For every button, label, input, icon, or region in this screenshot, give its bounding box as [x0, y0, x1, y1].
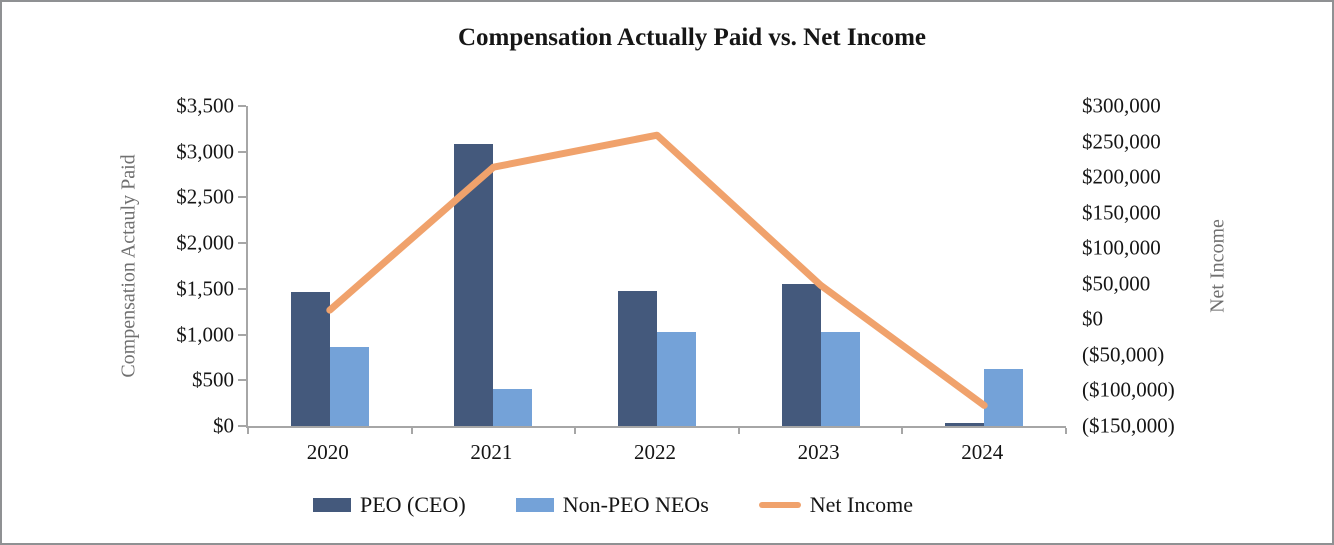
plot-area: [238, 105, 1067, 434]
left-axis-tick: [238, 333, 246, 336]
x-axis-tick: [901, 428, 904, 434]
left-axis-tick-label: $1,000: [176, 322, 234, 347]
legend-swatch-bar: [515, 498, 554, 512]
x-axis-tick: [737, 428, 740, 434]
x-axis-tick-label: 2024: [961, 440, 1004, 464]
left-axis-tick: [238, 242, 246, 245]
x-axis-tick-label: 2021: [470, 440, 513, 464]
legend-swatch-line: [758, 502, 801, 508]
left-axis-tick: [238, 379, 246, 382]
left-axis-tick-label: $3,500: [176, 93, 234, 118]
legend-item-net-income: Net Income: [758, 492, 913, 518]
x-axis-tick: [574, 428, 577, 434]
x-axis-tick-label: 2023: [797, 440, 840, 464]
left-axis-tick: [238, 196, 246, 199]
x-axis-tick: [247, 428, 249, 434]
left-axis-tick: [238, 105, 246, 107]
right-axis-tick-label: ($50,000): [1082, 342, 1165, 367]
left-axis-tick-label: $0: [213, 413, 234, 438]
right-axis-tick-label: $250,000: [1082, 129, 1161, 154]
right-axis-tick-labels: $300,000 $250,000 $200,000 $150,000 $100,000…: [1082, 94, 1282, 438]
left-axis-tick-label: $2,500: [176, 184, 234, 209]
bar-non-peo-neos-2023: [820, 331, 860, 426]
legend-label: Net Income: [809, 492, 913, 517]
x-axis-tick: [410, 428, 413, 434]
left-axis-tick-labels: $3,500 $3,000 $2,500 $2,000 $1,500 $1,000 $500…: [2, 94, 246, 438]
chart-title: Compensation Actually Paid vs. Net Incom…: [457, 24, 927, 51]
right-axis-tick-label: $150,000: [1082, 200, 1161, 225]
left-axis-tick-label: $3,000: [176, 139, 234, 164]
left-axis-tick-label: $500: [192, 367, 234, 392]
right-axis-tick-label: $50,000: [1082, 271, 1151, 296]
left-axis-tick: [238, 425, 246, 427]
bar-non-peo-neos-2021: [493, 388, 533, 426]
left-axis-tick-label: $2,000: [176, 230, 234, 255]
right-axis-tick-label: ($150,000): [1082, 413, 1175, 438]
left-axis-tick: [238, 150, 246, 153]
left-axis-tick: [238, 287, 246, 290]
legend-label: PEO (CEO): [359, 492, 466, 517]
bar-non-peo-neos-2024: [984, 369, 1024, 426]
right-axis-tick-label: $200,000: [1082, 164, 1161, 189]
left-axis-tick-label: $1,500: [176, 276, 234, 301]
right-axis-tick-label: $300,000: [1082, 93, 1161, 118]
bar-non-peo-neos-2020: [329, 347, 369, 426]
bar-peo-ceo--2023: [781, 284, 821, 426]
net-income-line: [326, 131, 988, 409]
x-axis-tick-label: 2022: [634, 440, 676, 464]
legend-swatch-bar: [312, 498, 351, 512]
x-axis-tick-label: 2020: [306, 440, 349, 464]
right-axis-tick-label: $0: [1082, 306, 1103, 331]
right-axis-tick-label: $100,000: [1082, 235, 1161, 260]
x-axis-tick: [1065, 428, 1067, 434]
bar-peo-ceo--2024: [945, 423, 985, 426]
legend-item-peo-ceo-: PEO (CEO): [312, 492, 466, 518]
legend: PEO (CEO) Non-PEO NEOs Net Income: [2, 492, 1278, 518]
legend-label: Non-PEO NEOs: [562, 492, 709, 517]
x-axis-tick-labels: 2020 2021 2022 2023 2024: [246, 440, 1064, 470]
bar-peo-ceo--2022: [618, 290, 657, 426]
bar-peo-ceo--2020: [290, 291, 330, 426]
right-axis-tick-label: ($100,000): [1082, 377, 1175, 402]
legend-item-non-peo-neos: Non-PEO NEOs: [515, 492, 709, 518]
bar-non-peo-neos-2022: [657, 331, 696, 426]
